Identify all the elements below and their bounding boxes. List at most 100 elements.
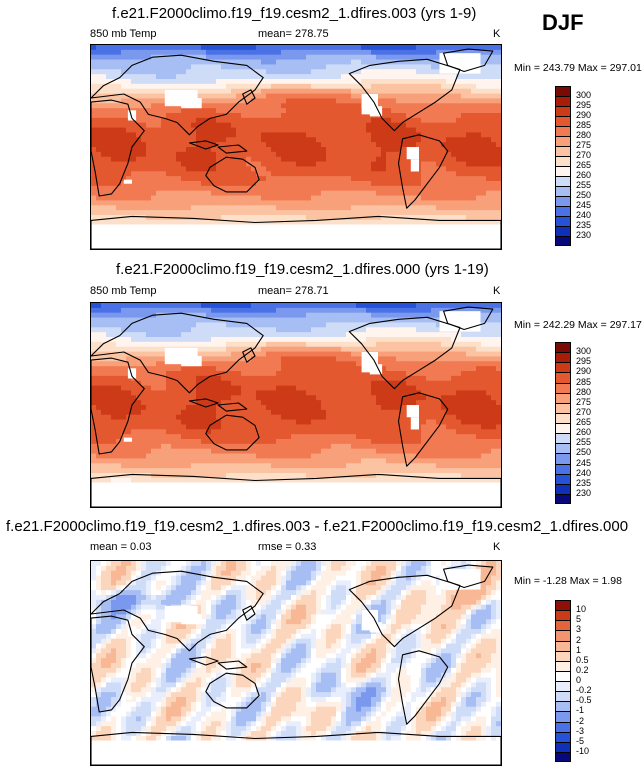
- panel-2-map-cell: [91, 351, 97, 357]
- panel-1-map-cell: [381, 181, 387, 187]
- panel-2-map-cell: [281, 307, 287, 314]
- panel-1-map-cell: [346, 79, 352, 85]
- panel-1-map-cell: [146, 142, 152, 148]
- panel-1-map-cell: [336, 83, 342, 90]
- panel-2-map-cell: [111, 312, 117, 318]
- panel-2-map-cell: [101, 312, 107, 318]
- panel-1-map-cell: [291, 161, 297, 167]
- panel-1-map-cell: [476, 127, 482, 133]
- panel-2-mean-label: mean= 278.71: [258, 285, 329, 297]
- panel-1-map-cell: [251, 210, 257, 216]
- panel-2-map-cell: [181, 375, 187, 382]
- panel-1-map-cell: [426, 132, 432, 138]
- panel-1-map-cell: [226, 142, 232, 148]
- panel-2-map-cell: [281, 380, 287, 386]
- panel-1-map-cell: [141, 132, 147, 138]
- panel-1-map-cell: [451, 151, 457, 158]
- panel-2-map-cell: [166, 341, 172, 348]
- panel-1-map-cell: [426, 64, 432, 70]
- panel-1-map-cell: [431, 166, 437, 172]
- panel-2-map-cell: [496, 303, 501, 309]
- panel-2-map-cell: [421, 337, 427, 343]
- panel-1-map-cell: [116, 171, 122, 177]
- panel-2-map-cell: [256, 332, 262, 338]
- panel-2-map-cell: [266, 351, 272, 357]
- panel-1-map-cell: [426, 59, 432, 65]
- panel-2-map-cell: [206, 312, 212, 318]
- panel-1-map-cell: [491, 166, 497, 172]
- panel-1-map-cell: [96, 147, 102, 153]
- panel-2-map-cell: [411, 380, 417, 386]
- panel-2-map-cell: [441, 371, 447, 377]
- panel-2-map-cell: [261, 385, 267, 391]
- panel-2-map-cell: [346, 346, 352, 352]
- panel-1-map-cell: [486, 127, 492, 133]
- panel-2-map-cell: [241, 346, 247, 352]
- panel-2-map-cell: [296, 366, 302, 372]
- panel-1-map-cell: [426, 200, 432, 206]
- panel-1-map-cell: [176, 210, 182, 216]
- panel-1-map-cell: [386, 200, 392, 206]
- panel-1-map-cell: [431, 137, 437, 143]
- panel-2-map-cell: [326, 346, 332, 352]
- panel-1-map-cell: [491, 142, 497, 148]
- panel-1-map-cell: [121, 93, 127, 99]
- panel-1-map-cell: [451, 117, 457, 124]
- panel-2-map-cell: [196, 327, 202, 333]
- panel-2-map-cell: [481, 322, 487, 328]
- panel-1-map-cell: [286, 122, 292, 128]
- panel-1-map-cell: [221, 93, 227, 99]
- panel-1-colorbar-swatch: [555, 146, 571, 156]
- panel-1-map-cell: [226, 156, 232, 162]
- panel-1-map-cell: [476, 98, 482, 104]
- panel-2-map-cell: [181, 341, 187, 348]
- panel-1-map-cell: [451, 185, 457, 192]
- panel-1-map-cell: [431, 127, 437, 133]
- panel-1-map-cell: [166, 190, 172, 196]
- panel-1-map-cell: [126, 79, 132, 85]
- panel-1-map-cell: [276, 161, 282, 167]
- panel-2-map-cell: [271, 356, 277, 362]
- panel-2-map-cell: [331, 356, 337, 362]
- panel-1-map-cell: [471, 190, 477, 196]
- panel-1-map-cell: [461, 151, 467, 158]
- panel-1-map-cell: [256, 103, 262, 109]
- panel-2-map-cell: [261, 380, 267, 386]
- panel-1-map-missing-patch: [410, 159, 419, 172]
- panel-2-map-cell: [271, 317, 277, 323]
- panel-1-map-cell: [106, 215, 112, 221]
- panel-1-map-cell: [181, 132, 187, 138]
- panel-1-map-cell: [131, 69, 137, 75]
- panel-2-map-cell: [376, 375, 382, 382]
- panel-1-map-cell: [281, 64, 287, 70]
- panel-1-map-cell: [471, 161, 477, 167]
- panel-1-map-cell: [161, 200, 167, 206]
- panel-2-map-cell: [496, 317, 501, 323]
- panel-1-map-cell: [271, 79, 277, 85]
- panel-1-map-missing-patch: [123, 179, 132, 184]
- panel-1-map-cell: [296, 151, 302, 158]
- panel-1-map-cell: [366, 88, 372, 94]
- panel-1-map-cell: [306, 108, 312, 114]
- panel-2-map-cell: [196, 346, 202, 352]
- panel-1-map-cell: [426, 122, 432, 128]
- panel-1-map-cell: [451, 103, 457, 109]
- panel-1-map-cell: [236, 161, 242, 167]
- panel-2-map-cell: [241, 332, 247, 338]
- panel-1-map-cell: [356, 176, 362, 182]
- panel-1-map-cell: [216, 151, 222, 158]
- panel-1-map-cell: [96, 132, 102, 138]
- panel-2-map-cell: [446, 332, 452, 338]
- panel-1-map-cell: [91, 132, 97, 138]
- panel-2-map-cell: [131, 307, 137, 314]
- panel-1-map-cell: [271, 117, 277, 124]
- panel-1-map-cell: [316, 49, 322, 56]
- panel-2-map-cell: [406, 337, 412, 343]
- panel-1-map-cell: [156, 181, 162, 187]
- panel-1-map-cell: [111, 122, 117, 128]
- panel-2-map-cell: [316, 312, 322, 318]
- panel-1-map-cell: [216, 161, 222, 167]
- panel-1-map-cell: [246, 108, 252, 114]
- panel-2-map-cell: [221, 322, 227, 328]
- panel-1-map-cell: [196, 210, 202, 216]
